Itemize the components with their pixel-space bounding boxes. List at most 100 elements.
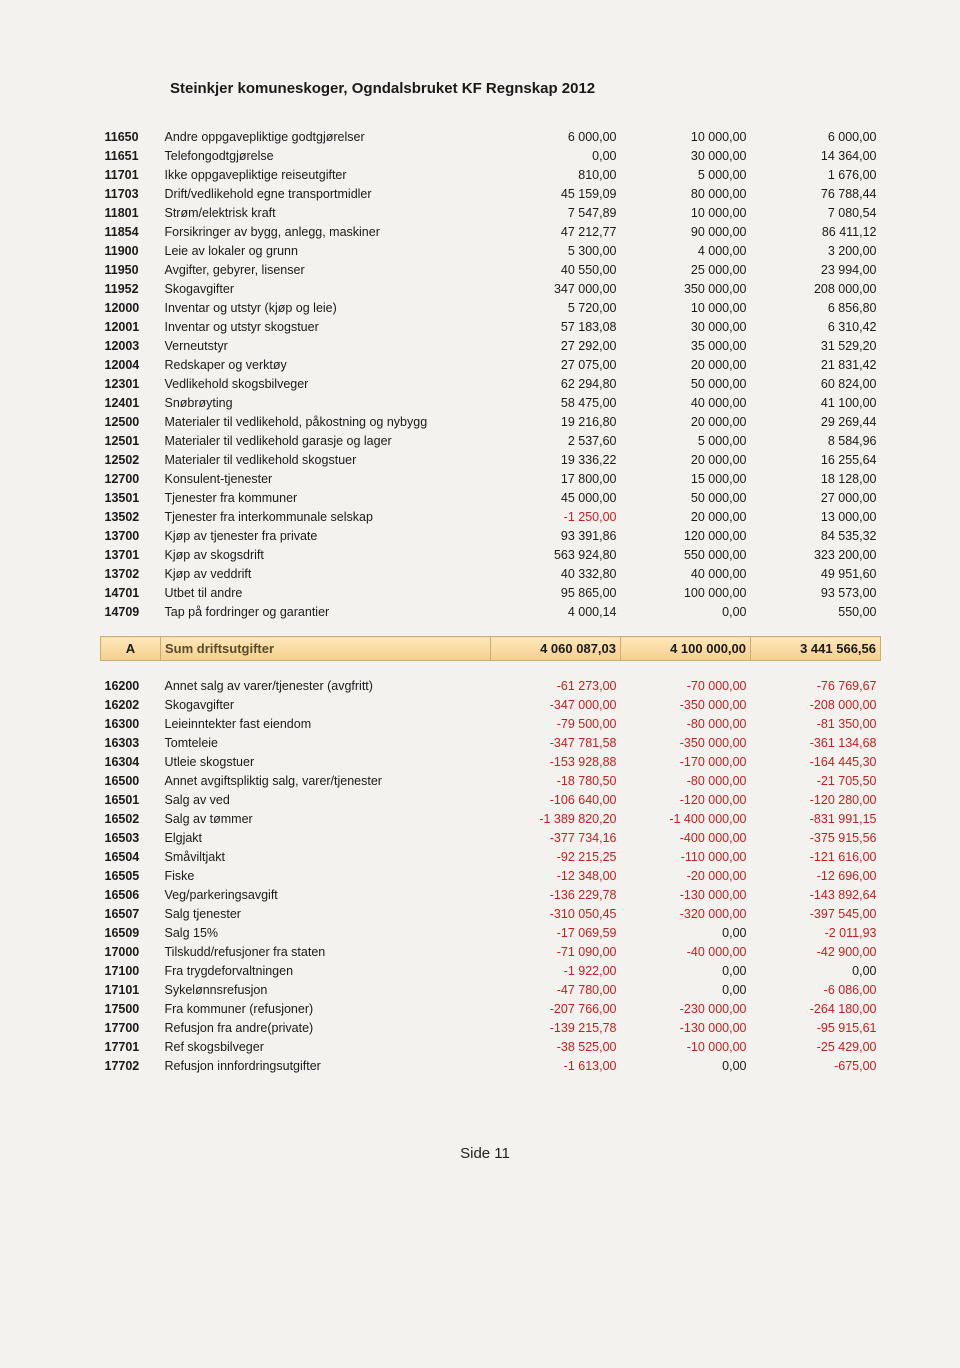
- account-value: 45 000,00: [491, 488, 621, 507]
- account-desc: Forsikringer av bygg, anlegg, maskiner: [161, 222, 491, 241]
- accounts-table: 11650Andre oppgavepliktige godtgjørelser…: [100, 127, 881, 1075]
- account-value: 4 000,14: [491, 602, 621, 621]
- table-row: 12003Verneutstyr27 292,0035 000,0031 529…: [101, 336, 881, 355]
- account-value: -61 273,00: [491, 676, 621, 695]
- account-desc: Tilskudd/refusjoner fra staten: [161, 942, 491, 961]
- account-value: 5 720,00: [491, 298, 621, 317]
- account-desc: Salg av ved: [161, 790, 491, 809]
- account-value: 40 332,80: [491, 564, 621, 583]
- account-value: 6 310,42: [751, 317, 881, 336]
- account-desc: Drift/vedlikehold egne transportmidler: [161, 184, 491, 203]
- document-page: Steinkjer komuneskoger, Ogndalsbruket KF…: [0, 0, 960, 1368]
- account-code: 11900: [101, 241, 161, 260]
- account-value: 40 000,00: [621, 564, 751, 583]
- account-desc: Småviltjakt: [161, 847, 491, 866]
- account-desc: Snøbrøyting: [161, 393, 491, 412]
- account-desc: Salg 15%: [161, 923, 491, 942]
- account-value: -80 000,00: [621, 714, 751, 733]
- table-row: 16502Salg av tømmer-1 389 820,20-1 400 0…: [101, 809, 881, 828]
- account-desc: Konsulent-tjenester: [161, 469, 491, 488]
- account-code: 16504: [101, 847, 161, 866]
- account-value: 6 000,00: [491, 127, 621, 146]
- account-value: -106 640,00: [491, 790, 621, 809]
- account-code: 12500: [101, 412, 161, 431]
- account-value: 7 080,54: [751, 203, 881, 222]
- account-value: -20 000,00: [621, 866, 751, 885]
- account-value: -347 000,00: [491, 695, 621, 714]
- account-value: -6 086,00: [751, 980, 881, 999]
- account-desc: Materialer til vedlikehold skogstuer: [161, 450, 491, 469]
- account-value: -377 734,16: [491, 828, 621, 847]
- account-value: -40 000,00: [621, 942, 751, 961]
- table-row: 12000Inventar og utstyr (kjøp og leie)5 …: [101, 298, 881, 317]
- table-row: 12501Materialer til vedlikehold garasje …: [101, 431, 881, 450]
- table-row: 11701Ikke oppgavepliktige reiseutgifter8…: [101, 165, 881, 184]
- account-value: 347 000,00: [491, 279, 621, 298]
- account-value: 0,00: [751, 961, 881, 980]
- account-value: 27 075,00: [491, 355, 621, 374]
- account-value: -139 215,78: [491, 1018, 621, 1037]
- table-row: 17000Tilskudd/refusjoner fra staten-71 0…: [101, 942, 881, 961]
- account-code: 13702: [101, 564, 161, 583]
- account-value: -42 900,00: [751, 942, 881, 961]
- account-desc: Veg/parkeringsavgift: [161, 885, 491, 904]
- account-code: 17700: [101, 1018, 161, 1037]
- account-desc: Materialer til vedlikehold, påkostning o…: [161, 412, 491, 431]
- account-code: 13701: [101, 545, 161, 564]
- account-value: -375 915,56: [751, 828, 881, 847]
- account-code: 11854: [101, 222, 161, 241]
- account-value: 80 000,00: [621, 184, 751, 203]
- account-value: 0,00: [621, 923, 751, 942]
- table-row: 17500Fra kommuner (refusjoner)-207 766,0…: [101, 999, 881, 1018]
- account-desc: Verneutstyr: [161, 336, 491, 355]
- table-row: 16507Salg tjenester-310 050,45-320 000,0…: [101, 904, 881, 923]
- account-code: 12700: [101, 469, 161, 488]
- table-row: 12004Redskaper og verktøy27 075,0020 000…: [101, 355, 881, 374]
- account-value: -70 000,00: [621, 676, 751, 695]
- account-value: 323 200,00: [751, 545, 881, 564]
- account-value: 6 856,80: [751, 298, 881, 317]
- account-code: 16500: [101, 771, 161, 790]
- account-value: -350 000,00: [621, 695, 751, 714]
- account-value: -79 500,00: [491, 714, 621, 733]
- table-row: 13701Kjøp av skogsdrift563 924,80550 000…: [101, 545, 881, 564]
- account-value: -1 613,00: [491, 1056, 621, 1075]
- account-value: 563 924,80: [491, 545, 621, 564]
- account-desc: Elgjakt: [161, 828, 491, 847]
- account-desc: Inventar og utstyr skogstuer: [161, 317, 491, 336]
- account-value: 86 411,12: [751, 222, 881, 241]
- table-row: 16505Fiske-12 348,00-20 000,00-12 696,00: [101, 866, 881, 885]
- account-code: 17000: [101, 942, 161, 961]
- account-value: 93 391,86: [491, 526, 621, 545]
- account-value: -2 011,93: [751, 923, 881, 942]
- account-value: 550,00: [751, 602, 881, 621]
- account-code: 12004: [101, 355, 161, 374]
- account-desc: Salg av tømmer: [161, 809, 491, 828]
- account-value: 41 100,00: [751, 393, 881, 412]
- account-desc: Kjøp av skogsdrift: [161, 545, 491, 564]
- account-value: 15 000,00: [621, 469, 751, 488]
- account-value: -120 280,00: [751, 790, 881, 809]
- account-value: -120 000,00: [621, 790, 751, 809]
- table-row: 13702Kjøp av veddrift40 332,8040 000,004…: [101, 564, 881, 583]
- account-value: 20 000,00: [621, 507, 751, 526]
- account-code: 11650: [101, 127, 161, 146]
- account-value: -1 389 820,20: [491, 809, 621, 828]
- page-footer: Side 11: [100, 1145, 870, 1162]
- account-value: -110 000,00: [621, 847, 751, 866]
- account-value: 50 000,00: [621, 374, 751, 393]
- account-code: 11950: [101, 260, 161, 279]
- account-value: 76 788,44: [751, 184, 881, 203]
- sum-v3: 3 441 566,56: [751, 637, 881, 661]
- account-code: 16202: [101, 695, 161, 714]
- account-desc: Skogavgifter: [161, 279, 491, 298]
- account-desc: Salg tjenester: [161, 904, 491, 923]
- account-value: 0,00: [491, 146, 621, 165]
- account-value: 4 000,00: [621, 241, 751, 260]
- account-value: -397 545,00: [751, 904, 881, 923]
- account-value: -76 769,67: [751, 676, 881, 695]
- account-value: -95 915,61: [751, 1018, 881, 1037]
- account-desc: Leieinntekter fast eiendom: [161, 714, 491, 733]
- account-code: 12003: [101, 336, 161, 355]
- account-value: 35 000,00: [621, 336, 751, 355]
